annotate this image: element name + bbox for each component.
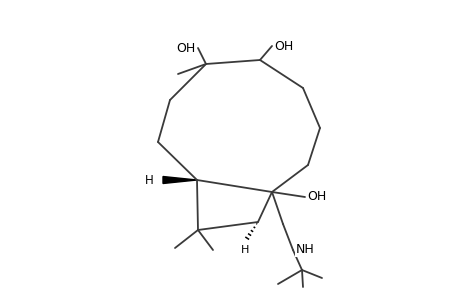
Polygon shape <box>162 176 196 184</box>
Text: H: H <box>145 173 154 187</box>
Text: H: H <box>241 245 249 255</box>
Text: NH: NH <box>295 244 314 256</box>
Text: OH: OH <box>306 190 325 203</box>
Text: OH: OH <box>274 40 293 52</box>
Text: OH: OH <box>176 41 196 55</box>
